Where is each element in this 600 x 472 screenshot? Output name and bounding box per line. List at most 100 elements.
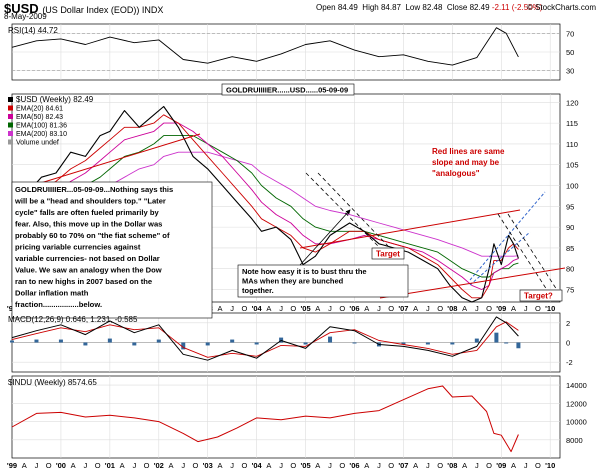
indu-y-tick: 10000 (566, 418, 587, 427)
price-x-label: '10 (545, 304, 555, 313)
indu-x-label: J (328, 461, 332, 470)
high-label: High (362, 3, 379, 12)
price-x-label: J (279, 304, 283, 313)
price-x-label: J (328, 304, 332, 313)
legend-swatch (8, 122, 13, 128)
price-x-label: '08 (447, 304, 457, 313)
price-y-tick: 75 (566, 286, 574, 295)
comment-line: pricing variable currencies against (15, 243, 141, 252)
macd-y-tick: 2 (566, 319, 570, 328)
indu-x-label: O (535, 461, 541, 470)
indu-x-label: O (290, 461, 296, 470)
blue-trend-line-lower (469, 231, 531, 286)
macd-y-tick: -2 (566, 358, 573, 367)
rsi-y-tick: 70 (566, 29, 574, 38)
open-value: 84.49 (337, 3, 358, 12)
macd-histogram-bar (181, 342, 186, 350)
price-x-label: O (535, 304, 541, 313)
price-x-label: A (364, 304, 369, 313)
macd-series (11, 316, 519, 361)
price-x-label: '07 (398, 304, 408, 313)
indu-frame (11, 375, 561, 459)
indu-x-label: '01 (105, 461, 115, 470)
symbol: $USD (4, 1, 39, 16)
indu-x-label: O (388, 461, 394, 470)
x-axis-labels: '99AJO'00AJO'01AJO'02AJO'03AJO'04AJO'05A… (7, 304, 555, 470)
red-lines-note: Red lines are same slope and may be "analo… (432, 147, 505, 178)
macd-histogram-bar (425, 342, 430, 345)
red-note-line: slope and may be (432, 158, 500, 167)
low-value: 82.48 (422, 3, 443, 12)
price-x-label: A (511, 304, 516, 313)
rsi-label: RSI(14) 44.72 (8, 26, 58, 35)
change-value: -2.11 (-2.50%) (491, 3, 543, 12)
macd-histogram-bar (328, 336, 333, 343)
indu-x-label: A (315, 461, 320, 470)
price-legend: $USD (Weekly) 82.49 EMA(20) 84.61EMA(50) … (8, 95, 94, 147)
macd-histogram (10, 332, 521, 350)
bunched-note-line: MAs when they are bunched (242, 277, 344, 286)
macd-histogram-bar (58, 339, 63, 343)
legend-entry: EMA(50) 82.43 (16, 114, 63, 121)
target-box-1 (371, 247, 405, 260)
indu-x-label: A (511, 461, 516, 470)
price-y-tick: 100 (566, 182, 579, 191)
macd-line (11, 316, 519, 361)
price-x-label: J (377, 304, 381, 313)
title-box (221, 83, 355, 96)
usd-price-line (11, 105, 519, 303)
price-x-label: O (388, 304, 394, 313)
rsi-series (11, 27, 519, 66)
indu-x-label: '00 (56, 461, 66, 470)
legend-entry: Volume undef (16, 140, 59, 147)
indu-x-label: '99 (7, 461, 17, 470)
price-x-label: A (413, 304, 418, 313)
legend-swatch (8, 139, 13, 145)
macd-histogram-bar (230, 339, 235, 343)
legend-entry: $USD (Weekly) 82.49 (16, 95, 94, 104)
indu-x-label: J (230, 461, 234, 470)
indu-x-label: A (217, 461, 222, 470)
price-x-label: '05 (301, 304, 311, 313)
price-x-label: '04 (252, 304, 263, 313)
chart-date: 8-May-2009 (4, 12, 47, 21)
price-y-tick: 110 (566, 140, 578, 149)
indu-y-tick: 14000 (566, 381, 587, 390)
price-x-label: A (462, 304, 467, 313)
indu-x-label: O (339, 461, 345, 470)
indu-x-label: A (120, 461, 125, 470)
indu-series (11, 385, 519, 453)
price-x-label: O (486, 304, 492, 313)
indu-x-label: A (71, 461, 76, 470)
legend-swatch (8, 105, 13, 111)
indu-x-label: '04 (252, 461, 263, 470)
target-label-1: Target (376, 250, 400, 259)
macd-histogram-bar (494, 332, 499, 343)
indu-line (11, 385, 519, 453)
macd-histogram-bar (132, 342, 137, 346)
macd-histogram-bar (303, 342, 308, 345)
red-note-line: Red lines are same (432, 147, 505, 156)
indu-x-label: A (266, 461, 271, 470)
comment-line: will be a "head and shoulders top." "Lat… (14, 197, 166, 206)
rsi-panel: RSI(14) 44.72 (8, 26, 519, 66)
rsi-line (11, 27, 519, 66)
macd-histogram-bar (474, 338, 479, 343)
price-x-label: A (217, 304, 222, 313)
indu-x-label: '10 (545, 461, 555, 470)
macd-histogram-bar (83, 342, 88, 346)
macd-histogram-bar (450, 342, 455, 345)
indu-x-label: A (413, 461, 418, 470)
red-slope-line-3 (379, 267, 566, 299)
projection-line-1 (305, 172, 379, 247)
ema20-line (11, 114, 519, 299)
comment-text: GOLDRUIIIIER...05-09-09...Nothing says t… (14, 185, 173, 309)
red-slope-line-2 (299, 209, 521, 249)
comment-line: fear. Also, this move up in the Dollar w… (15, 220, 162, 229)
bunched-note-line: Note how easy it is to bust thru the (242, 267, 367, 276)
rsi-y-tick: 50 (566, 48, 574, 57)
comment-line: variable currencies- not based on Dollar (15, 254, 160, 263)
target-label-2: Target? (524, 292, 553, 301)
price-x-label: A (315, 304, 320, 313)
indu-x-label: O (486, 461, 492, 470)
